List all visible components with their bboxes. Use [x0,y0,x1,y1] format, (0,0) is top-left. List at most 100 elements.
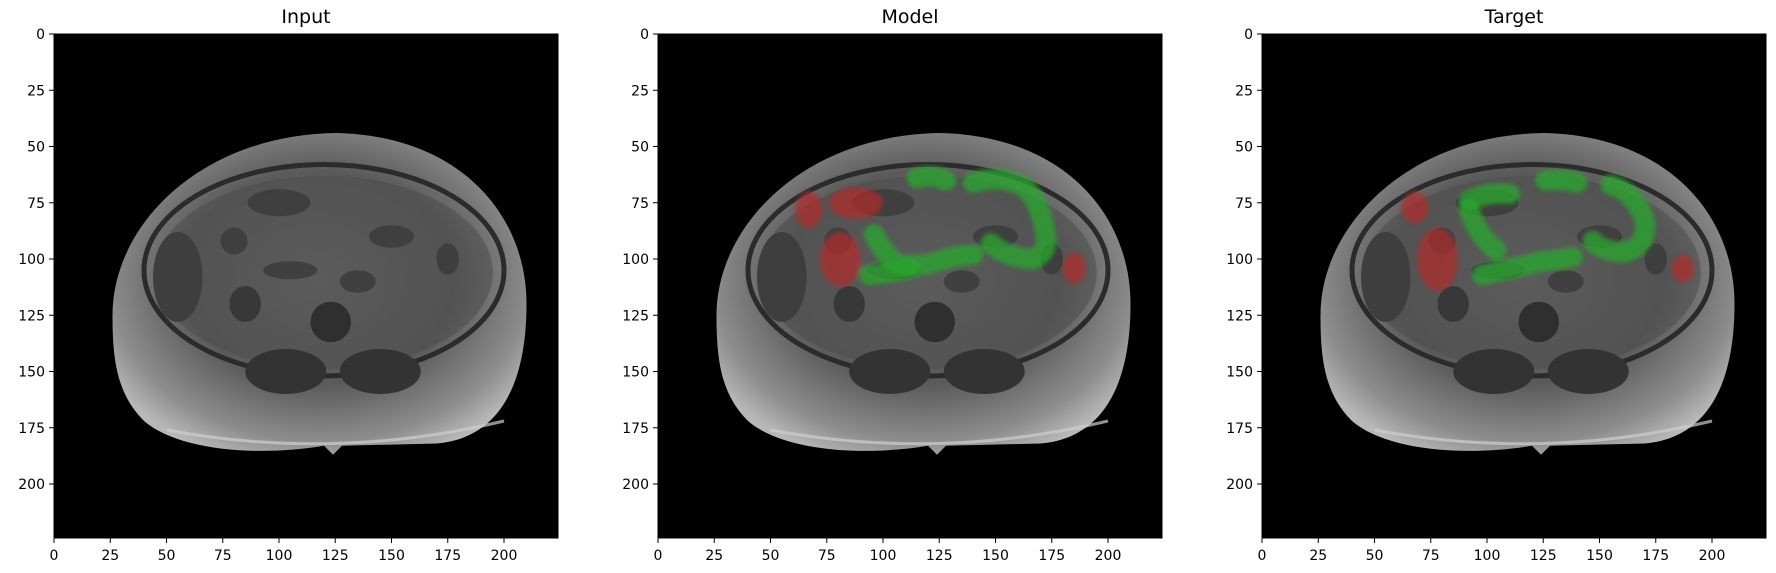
bowel-loop [943,270,980,293]
abdominal-cavity [155,175,493,370]
model-image-plot: 0 25 50 75 100 125 150 175 200 0 25 50 75 100 125 150 17… [622,27,1163,564]
panel-title-input: Input [281,6,331,28]
segment-green [1458,183,1520,211]
x-tick-label: 175 [1038,548,1065,564]
segment-red [829,187,883,219]
x-tick-label: 0 [654,548,663,564]
y-tick-label: 200 [18,477,45,493]
y-tick-label: 125 [18,308,45,324]
segment-green [1458,199,1507,261]
segment-red [1063,252,1086,284]
x-tick-label: 175 [1642,548,1669,564]
organ-left [757,232,807,322]
panel-title-target: Target [1484,6,1544,28]
x-tick-label: 75 [1422,548,1440,564]
paraspinal-right [943,349,1025,394]
vertebra [1518,301,1559,343]
target-panel: Target 0 25 50 75 100 125 150 175 200 0 25 50 75 100 1… [1208,0,1768,573]
paraspinal-right [1547,349,1629,394]
y-tick-label: 150 [1226,365,1253,381]
target-image-content [1262,34,1766,538]
bowel-loop [339,270,376,293]
x-tick-label: 0 [50,548,59,564]
segment-red [1417,227,1458,291]
x-tick-label: 200 [491,548,518,564]
paraspinal-left [849,349,931,394]
x-tick-label: 150 [1586,548,1613,564]
x-tick-label: 50 [762,548,780,564]
x-tick-label: 150 [378,548,405,564]
vertebra [310,301,351,343]
model-image-content [658,34,1162,538]
model-segmentation-overlay [795,166,1086,286]
x-tick-label: 75 [818,548,836,564]
panel-title-model: Model [881,6,939,28]
y-tick-label: 100 [622,252,649,268]
y-tick-label: 50 [27,140,45,156]
organ-left [1361,232,1411,322]
y-tick-label: 150 [622,365,649,381]
input-image-plot: 0 25 50 75 100 125 150 175 200 0 25 50 75 100 125 150 17… [18,27,559,564]
segment-red [1671,254,1694,282]
subcutaneous-rim [770,419,1109,446]
y-tick-label: 25 [1235,83,1253,99]
y-tick-label: 50 [1235,140,1253,156]
y-tick-label: 25 [27,83,45,99]
y-tick-label: 0 [36,27,45,43]
segment-green [859,257,921,285]
x-tick-label: 200 [1095,548,1122,564]
axes-frame [53,33,559,539]
subcutaneous-rim [1374,419,1713,446]
x-tick-label: 50 [1366,548,1384,564]
y-tick-label: 200 [1226,477,1253,493]
bowel-loop [1644,243,1667,275]
y-tick-label: 75 [631,196,649,212]
segment-red [820,232,861,286]
x-tick-label: 50 [158,548,176,564]
axes-frame [657,33,1163,539]
segment-green [906,166,957,191]
y-tick-label: 125 [1226,308,1253,324]
target-image-plot: 0 25 50 75 100 125 150 175 200 0 25 50 75 100 125 150 17… [1226,27,1767,564]
x-tick-label: 25 [1309,548,1327,564]
y-tick-label: 100 [1226,252,1253,268]
y-tick-label: 25 [631,83,649,99]
paraspinal-right [339,349,421,394]
bowel-loop [436,243,459,275]
x-tick-label: 175 [434,548,461,564]
kidney-left [229,286,261,322]
segment-green [1582,174,1656,263]
segment-green [962,168,1056,270]
segment-green [1535,169,1588,193]
y-tick-label: 0 [1244,27,1253,43]
segment-green [1472,246,1583,285]
y-tick-label: 200 [622,477,649,493]
x-tick-label: 0 [1258,548,1267,564]
x-tick-label: 200 [1699,548,1726,564]
target-segmentation-overlay [1401,169,1694,291]
x-tick-label: 100 [870,548,897,564]
y-tick-label: 150 [18,365,45,381]
x-tick-label: 125 [926,548,953,564]
y-tick-label: 50 [631,140,649,156]
organ-left [153,232,203,322]
x-tick-label: 125 [1530,548,1557,564]
y-tick-label: 100 [18,252,45,268]
bowel-loop [263,261,318,280]
bowel-loop [220,227,248,255]
y-tick-label: 175 [18,421,45,437]
segment-red [795,191,823,228]
x-tick-label: 75 [214,548,232,564]
kidney-left [1437,286,1469,322]
y-tick-label: 75 [27,196,45,212]
y-tick-label: 175 [622,421,649,437]
subcutaneous-rim [166,419,505,446]
vertebra [914,301,955,343]
x-tick-label: 25 [705,548,723,564]
x-tick-label: 150 [982,548,1009,564]
kidney-left [833,286,865,322]
y-tick-label: 125 [622,308,649,324]
segment-red [1401,191,1429,223]
model-panel: Model 0 25 50 75 100 125 150 175 200 0 25 50 75 100 12… [604,0,1164,573]
x-tick-label: 100 [1474,548,1501,564]
